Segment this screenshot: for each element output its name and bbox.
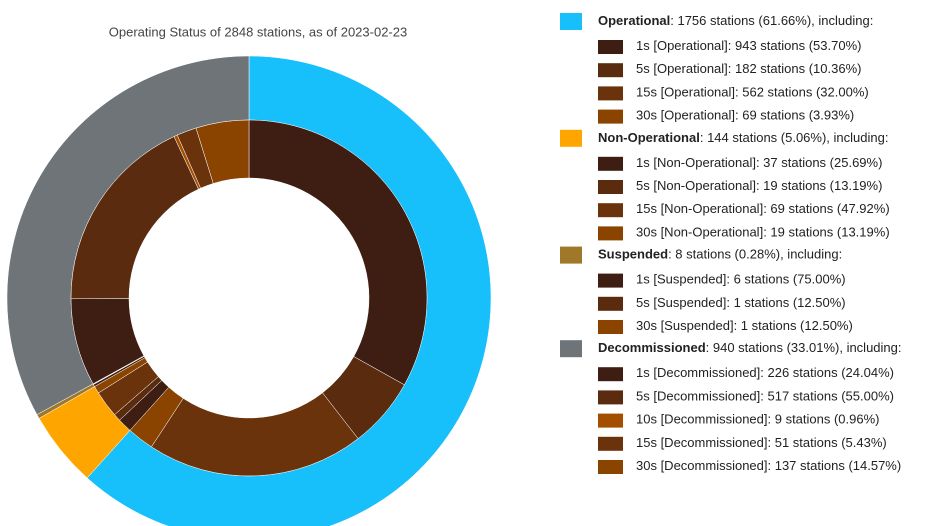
legend-label: 30s [Operational]: 69 stations (3.93%) xyxy=(636,108,854,123)
legend-name: Non-Operational xyxy=(598,130,700,145)
legend-value: : 69 stations (47.92%) xyxy=(763,202,889,217)
legend-name: 1s [Non-Operational] xyxy=(636,155,756,170)
legend-name: 1s [Operational] xyxy=(636,38,728,53)
legend-swatch xyxy=(598,180,623,194)
legend-value: : 69 stations (3.93%) xyxy=(735,108,854,123)
legend-value: : 517 stations (55.00%) xyxy=(760,389,894,404)
legend-value: : 226 stations (24.04%) xyxy=(760,366,894,381)
legend-value: : 51 stations (5.43%) xyxy=(768,435,887,450)
legend-name: Operational xyxy=(598,13,670,28)
legend-label: 15s [Decommissioned]: 51 stations (5.43%… xyxy=(636,435,887,450)
legend-swatch xyxy=(598,156,623,171)
legend-value: : 6 stations (75.00%) xyxy=(726,272,845,287)
legend-label: 15s [Non-Operational]: 69 stations (47.9… xyxy=(636,202,890,217)
legend-label: 5s [Non-Operational]: 19 stations (13.19… xyxy=(636,178,882,193)
legend-value: : 8 stations (0.28%), including: xyxy=(668,247,842,262)
legend-value: : 19 stations (13.19%) xyxy=(756,178,882,193)
legend-label: 5s [Suspended]: 1 stations (12.50%) xyxy=(636,295,846,310)
legend-value: : 1 stations (12.50%) xyxy=(726,295,845,310)
legend-name: 30s [Suspended] xyxy=(636,318,734,333)
legend-name: 5s [Operational] xyxy=(636,62,728,77)
legend-swatch xyxy=(598,203,623,218)
legend-swatch xyxy=(598,436,623,451)
legend-swatch xyxy=(598,296,623,311)
legend-label: 10s [Decommissioned]: 9 stations (0.96%) xyxy=(636,412,880,427)
legend-value: : 144 stations (5.06%), including: xyxy=(700,130,889,145)
legend-swatch xyxy=(598,86,623,101)
legend-swatch xyxy=(598,40,623,54)
legend-swatch xyxy=(598,460,623,474)
legend-swatch xyxy=(598,367,623,382)
legend-value: : 19 stations (13.19%) xyxy=(763,225,889,240)
legend-label: Operational: 1756 stations (61.66%), inc… xyxy=(598,13,873,28)
legend-swatch xyxy=(560,13,582,30)
legend-name: 5s [Non-Operational] xyxy=(636,178,756,193)
legend-value: : 9 stations (0.96%) xyxy=(768,412,880,427)
legend-label: 15s [Operational]: 562 stations (32.00%) xyxy=(636,85,869,100)
inner-slice xyxy=(195,119,250,184)
legend-value: : 137 stations (14.57%) xyxy=(768,458,902,473)
legend-name: 5s [Decommissioned] xyxy=(636,389,760,404)
legend-name: Decommissioned xyxy=(598,341,706,356)
legend-swatch xyxy=(598,390,623,405)
legend-label: 30s [Non-Operational]: 19 stations (13.1… xyxy=(636,225,890,240)
legend-swatch xyxy=(598,109,623,124)
legend-label: 1s [Non-Operational]: 37 stations (25.69… xyxy=(636,155,882,170)
legend-swatch xyxy=(598,320,623,334)
legend-name: 30s [Decommissioned] xyxy=(636,458,768,473)
legend-name: 5s [Suspended] xyxy=(636,295,726,310)
legend-name: 15s [Operational] xyxy=(636,85,735,100)
legend-name: Suspended xyxy=(598,247,668,262)
legend-swatch xyxy=(598,273,623,288)
legend-value: : 943 stations (53.70%) xyxy=(728,38,862,53)
legend-value: : 940 stations (33.01%), including: xyxy=(706,341,902,356)
legend-label: 5s [Operational]: 182 stations (10.36%) xyxy=(636,62,861,77)
legend-value: : 1756 stations (61.66%), including: xyxy=(670,13,873,28)
legend-name: 1s [Decommissioned] xyxy=(636,366,760,381)
chart-title: Operating Status of 2848 stations, as of… xyxy=(109,24,407,39)
legend-label: Decommissioned: 940 stations (33.01%), i… xyxy=(598,341,902,356)
legend-name: 30s [Operational] xyxy=(636,108,735,123)
legend-value: : 37 stations (25.69%) xyxy=(756,155,882,170)
legend-swatch xyxy=(560,340,582,358)
legend-label: Non-Operational: 144 stations (5.06%), i… xyxy=(598,130,888,145)
legend-swatch xyxy=(598,413,623,428)
legend-value: : 182 stations (10.36%) xyxy=(728,62,862,77)
legend-swatch xyxy=(598,226,623,241)
legend-swatch xyxy=(560,129,582,147)
legend-name: 15s [Non-Operational] xyxy=(636,202,763,217)
inner-slice xyxy=(248,119,428,386)
legend-label: 1s [Suspended]: 6 stations (75.00%) xyxy=(636,272,846,287)
legend-swatch xyxy=(598,63,623,78)
legend-name: 30s [Non-Operational] xyxy=(636,225,763,240)
legend-value: : 1 stations (12.50%) xyxy=(734,318,853,333)
legend-name: 10s [Decommissioned] xyxy=(636,412,768,427)
legend-label: 1s [Decommissioned]: 226 stations (24.04… xyxy=(636,366,894,381)
legend-name: 1s [Suspended] xyxy=(636,272,726,287)
legend-label: 30s [Decommissioned]: 137 stations (14.5… xyxy=(636,458,901,473)
legend-value: : 562 stations (32.00%) xyxy=(735,85,869,100)
legend-label: 5s [Decommissioned]: 517 stations (55.00… xyxy=(636,389,894,404)
legend-label: 30s [Suspended]: 1 stations (12.50%) xyxy=(636,318,853,333)
legend-name: 15s [Decommissioned] xyxy=(636,435,768,450)
legend-label: Suspended: 8 stations (0.28%), including… xyxy=(598,247,842,262)
legend-swatch xyxy=(560,246,582,264)
legend-label: 1s [Operational]: 943 stations (53.70%) xyxy=(636,38,861,53)
